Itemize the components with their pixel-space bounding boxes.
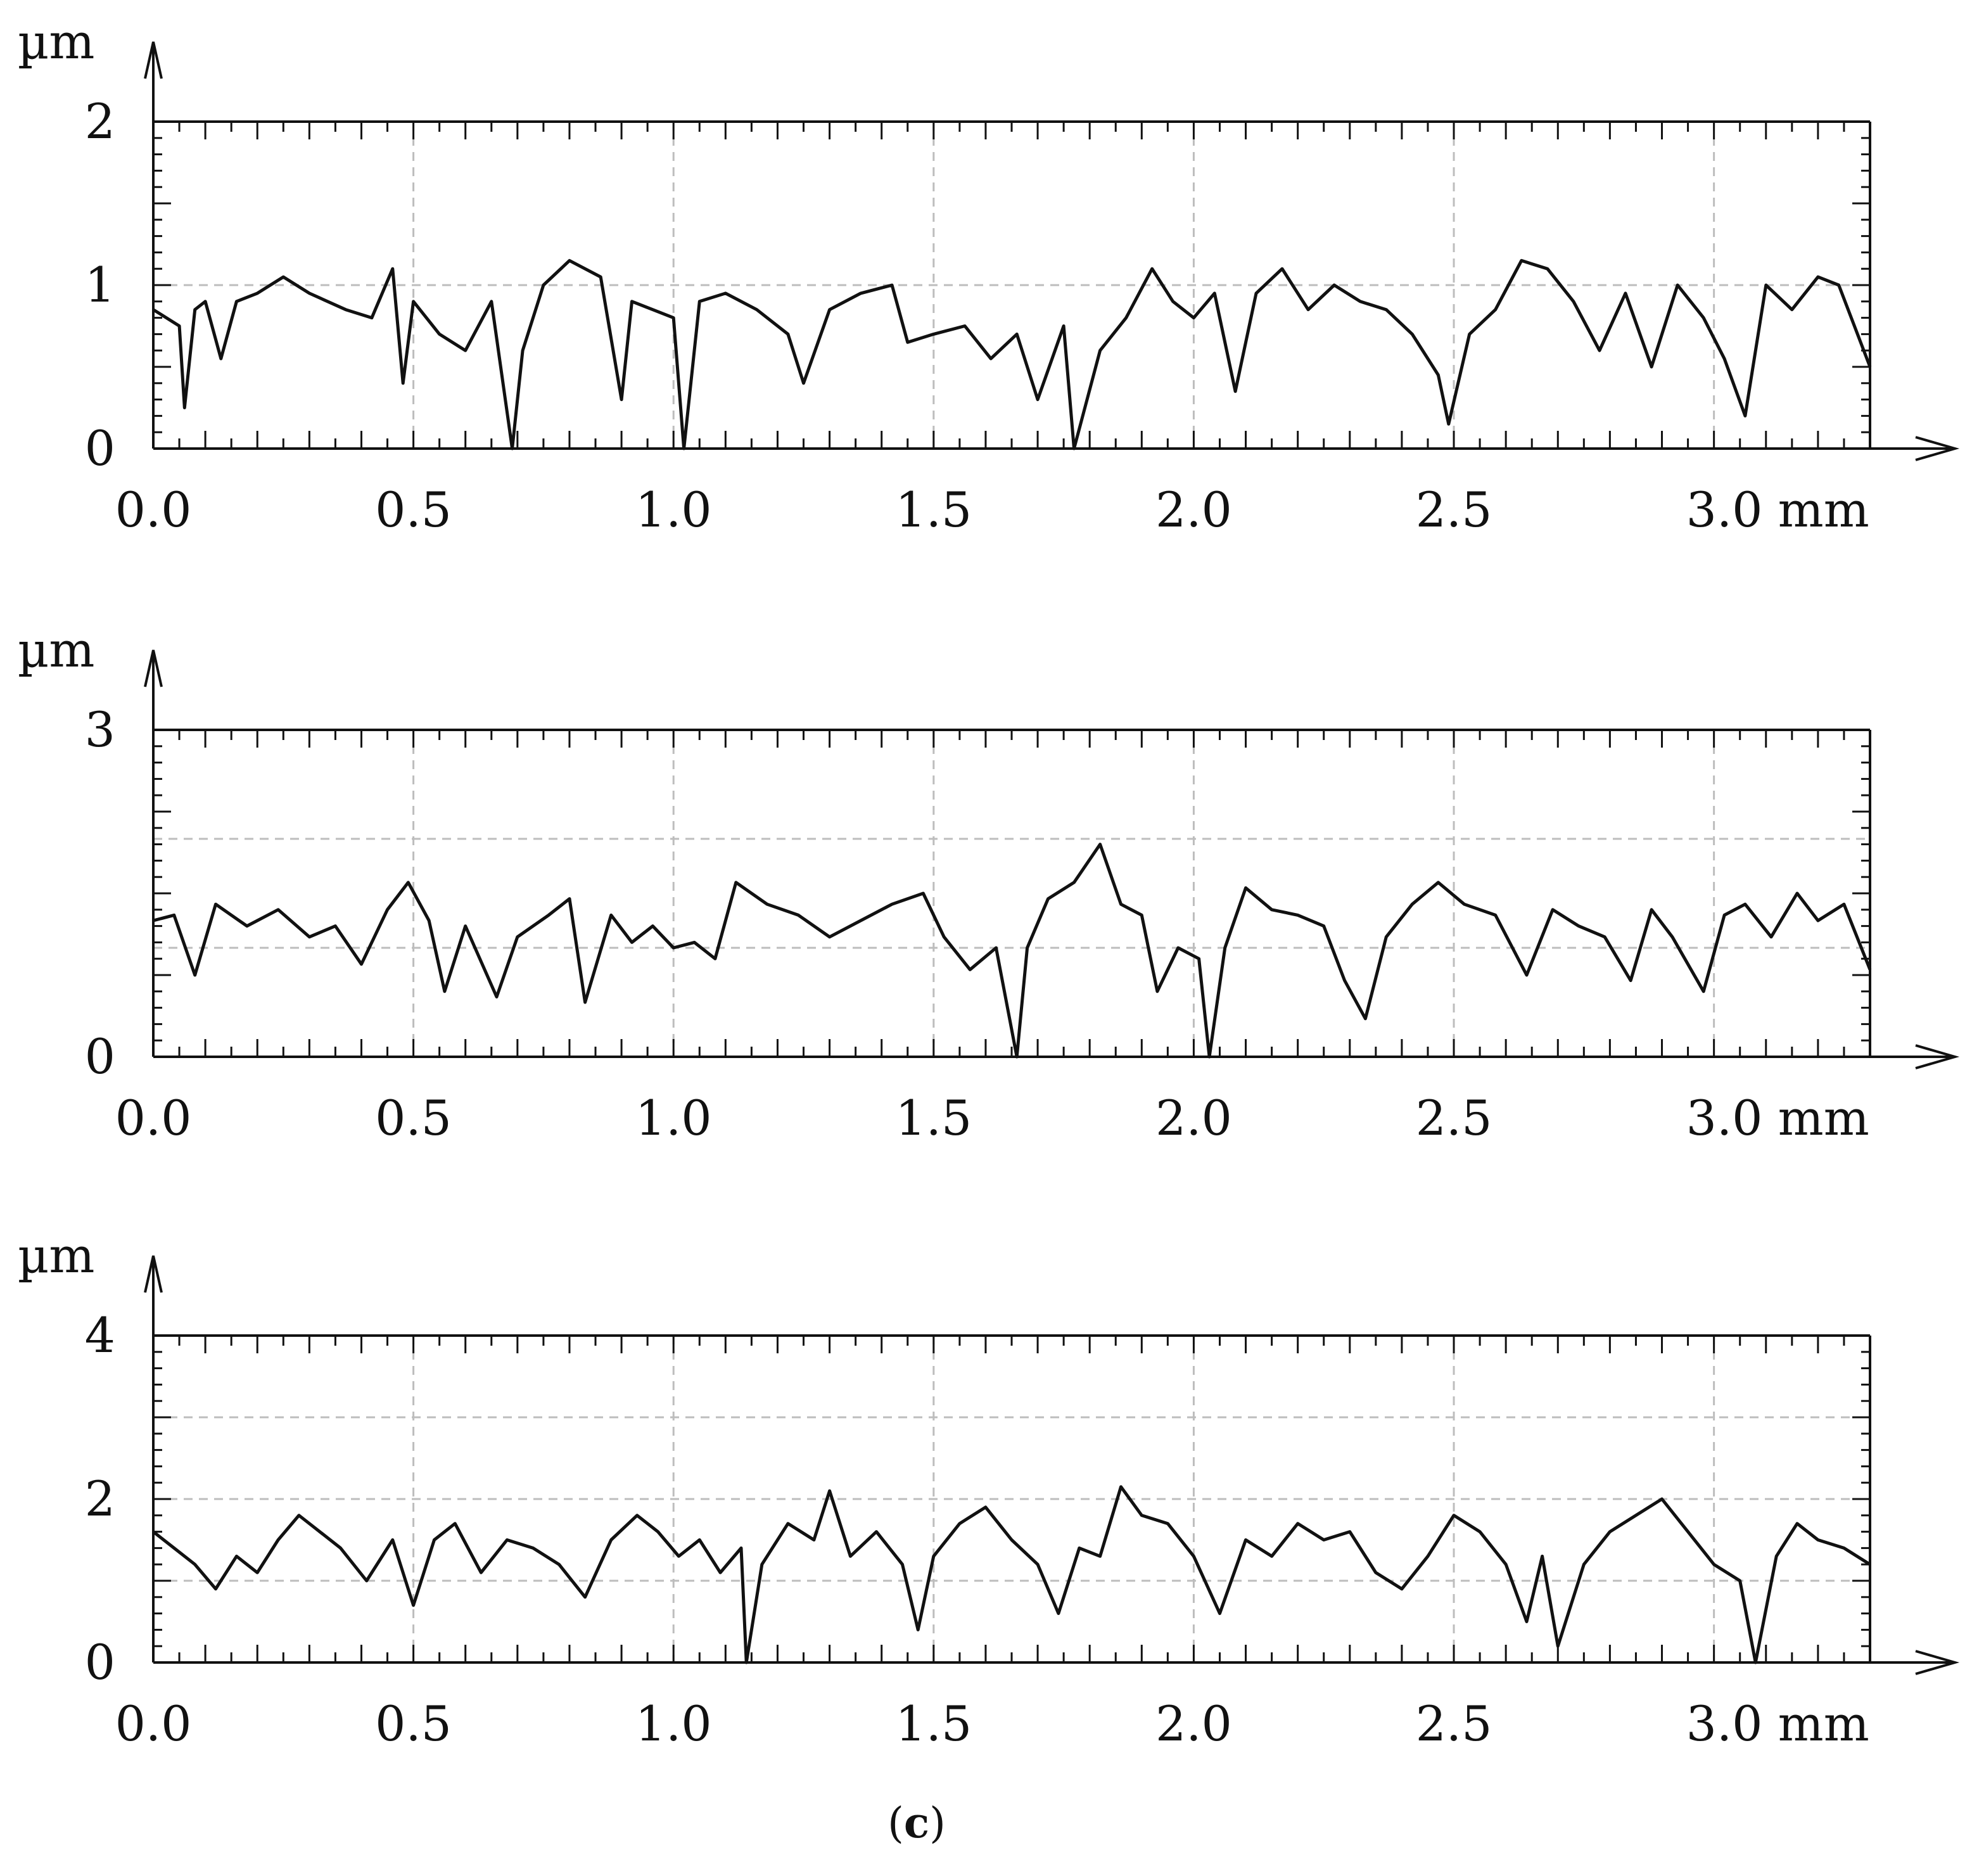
x-tick-label: 1.0 <box>635 1090 712 1146</box>
x-tick-label: 2.5 <box>1416 1090 1492 1146</box>
x-tick-label: 0.5 <box>375 482 452 538</box>
caption-close: ) <box>929 1799 946 1847</box>
x-tick-label: 2.5 <box>1416 482 1492 538</box>
x-tick-label: 0.0 <box>115 482 192 538</box>
y-tick-label: 0 <box>85 1028 115 1085</box>
x-axis-arrow <box>1915 436 1960 461</box>
caption-open: ( <box>887 1799 904 1847</box>
x-tick-label: 1.5 <box>895 482 972 538</box>
x-tick-label: 0.5 <box>375 1090 452 1146</box>
profile-chart-middle: µm 0 3 0.0 0.5 1.0 1.5 2.0 2.5 3.0 mm <box>18 622 1960 1146</box>
y-tick-label: 1 <box>85 257 115 313</box>
y-tick-label: 3 <box>85 701 115 758</box>
x-tick-label: 1.5 <box>895 1090 972 1146</box>
profile-chart-top: µm 0 1 2 0.0 0.5 1.0 1.5 2.0 2.5 3.0 mm <box>18 13 1960 538</box>
x-tick-label: 2.5 <box>1416 1695 1492 1752</box>
y-tick-label: 0 <box>85 420 115 476</box>
x-tick-label: 3.0 mm <box>1686 482 1869 538</box>
x-tick-label: 2.0 <box>1155 482 1232 538</box>
y-axis-unit-label: µm <box>18 622 94 678</box>
figure-caption: (c) <box>887 1798 946 1847</box>
x-axis-arrow <box>1915 1044 1960 1069</box>
y-tick-label: 0 <box>85 1634 115 1690</box>
x-axis-arrow <box>1915 1650 1960 1675</box>
profile-chart-bottom: µm 0 2 4 0.0 0.5 1.0 1.5 2.0 2.5 3.0 mm <box>18 1227 1960 1752</box>
x-tick-label: 0.0 <box>115 1090 192 1146</box>
profile-line <box>152 258 1872 450</box>
y-tick-label: 2 <box>85 1471 115 1527</box>
y-axis-arrow <box>144 41 163 79</box>
x-tick-label: 2.0 <box>1155 1090 1232 1146</box>
x-tick-label: 3.0 mm <box>1686 1090 1869 1146</box>
x-tick-label: 3.0 mm <box>1686 1695 1869 1752</box>
x-tick-label: 0.0 <box>115 1695 192 1752</box>
y-tick-label: 2 <box>85 93 115 150</box>
profile-line <box>152 1485 1871 1664</box>
y-axis-arrow <box>144 649 163 687</box>
y-axis-unit-label: µm <box>18 1227 94 1284</box>
x-tick-label: 1.5 <box>895 1695 972 1752</box>
x-tick-label: 0.5 <box>375 1695 452 1752</box>
y-axis-arrow <box>144 1255 163 1293</box>
profile-line <box>153 843 1872 1059</box>
caption-letter: c <box>904 1798 929 1847</box>
x-tick-label: 2.0 <box>1155 1695 1232 1752</box>
x-tick-label: 1.0 <box>635 1695 712 1752</box>
y-tick-label: 4 <box>85 1307 115 1363</box>
x-tick-label: 1.0 <box>635 482 712 538</box>
y-axis-unit-label: µm <box>18 13 94 70</box>
